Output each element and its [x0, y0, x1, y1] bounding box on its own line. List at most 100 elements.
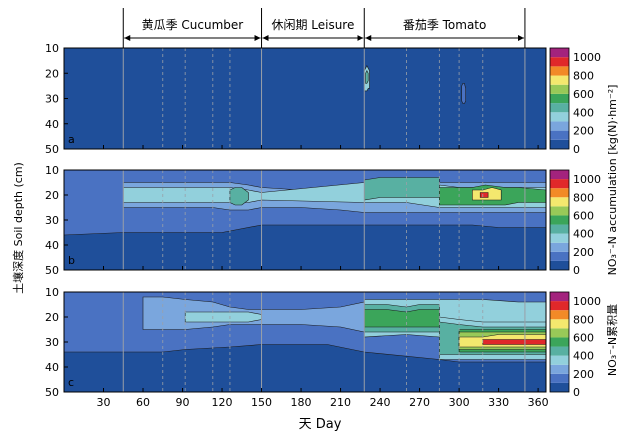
- colorbar-swatch: [550, 224, 569, 234]
- contour-band: [229, 187, 249, 206]
- colorbar-swatch: [550, 355, 569, 365]
- colorbar-swatch: [550, 57, 569, 67]
- colorbar-tick-label: 1000: [573, 173, 601, 186]
- y-tick-label: 50: [45, 143, 59, 156]
- colorbar-swatch: [550, 382, 569, 392]
- colorbar-swatch: [550, 112, 569, 122]
- colorbar-swatch: [550, 251, 569, 261]
- colorbar-swatch: [550, 328, 569, 338]
- colorbar-tick-label: 800: [573, 70, 594, 83]
- colorbar-swatch: [550, 260, 569, 270]
- colorbars: 0 200 400 600 800 1000 0 200 400 600 800 1000 0 200 40…: [549, 47, 601, 399]
- colorbar-tick-label: 600: [573, 331, 594, 344]
- colorbar-tick-label: 200: [573, 246, 594, 259]
- colorbar-swatch: [550, 170, 569, 180]
- contour-band: [364, 309, 440, 328]
- colorbar-tick-label: 400: [573, 350, 594, 363]
- colorbar-a: 0 200 400 600 800 1000: [549, 47, 601, 156]
- colorbar-frame: [549, 47, 570, 150]
- y-tick-label: 40: [45, 118, 59, 131]
- x-tick-label: 30: [97, 396, 111, 409]
- colorbar-swatch: [550, 48, 569, 58]
- colorbar-swatch: [550, 292, 569, 302]
- y-tick-label: 50: [45, 386, 59, 399]
- colorbar-swatch: [550, 66, 569, 76]
- x-tick-label: 60: [136, 396, 150, 409]
- contour-band: [365, 70, 369, 84]
- x-tick-label: 240: [370, 396, 391, 409]
- season-label: 休闲期 Leisure: [271, 18, 354, 32]
- contour-band: [461, 83, 466, 104]
- colorbar-swatch: [550, 130, 569, 140]
- colorbar-swatch: [550, 84, 569, 94]
- season-bars: 黄瓜季 Cucumber 休闲期 Leisure 番茄季 Tomato: [122, 8, 526, 48]
- colorbar-tick-label: 1000: [573, 51, 601, 64]
- colorbar-swatch: [550, 179, 569, 189]
- y-tick-label: 30: [45, 93, 59, 106]
- colorbar-swatch: [550, 373, 569, 383]
- colorbar-swatch: [550, 121, 569, 131]
- colorbar-swatch: [550, 139, 569, 149]
- colorbar-swatch: [550, 364, 569, 374]
- colorbar-tick-label: 200: [573, 368, 594, 381]
- y-tick-label: 30: [45, 214, 59, 227]
- y-tick-label: 30: [45, 336, 59, 349]
- panel-c: c 10 20 30 40 50: [45, 286, 547, 399]
- colorbar-title-cn: NO₃⁻-N累积量: [606, 304, 619, 376]
- colorbar-b: 0 200 400 600 800 1000: [549, 169, 601, 277]
- x-tick-label: 150: [251, 396, 272, 409]
- x-tick-label: 210: [330, 396, 351, 409]
- x-axis-label: 天 Day: [299, 417, 342, 432]
- panel-a: a 10 20 30 40 50: [45, 42, 547, 156]
- y-tick-label: 10: [45, 286, 59, 299]
- colorbar-frame: [549, 291, 570, 393]
- colorbar-swatch: [550, 197, 569, 207]
- x-tick-label: 330: [488, 396, 509, 409]
- colorbar-swatch: [550, 93, 569, 104]
- contour-band: [364, 177, 440, 201]
- colorbar-swatch: [550, 346, 569, 356]
- colorbar-swatch: [550, 242, 569, 252]
- colorbar-swatch: [550, 310, 569, 320]
- colorbar-swatch: [550, 206, 569, 216]
- contour-regions: [64, 292, 546, 363]
- y-tick-label: 10: [45, 164, 59, 177]
- panel-label: c: [68, 376, 74, 389]
- panel-background: [64, 48, 546, 149]
- x-tick-label: 90: [176, 396, 190, 409]
- colorbar-tick-label: 800: [573, 191, 594, 204]
- colorbar-c: 0 200 400 600 800 1000: [549, 291, 601, 399]
- contour-regions: [364, 65, 466, 104]
- season-label: 黄瓜季 Cucumber: [142, 18, 244, 32]
- colorbar-tick-label: 600: [573, 88, 594, 101]
- panel-label: b: [68, 254, 75, 267]
- x-tick-label: 270: [409, 396, 430, 409]
- contour-band: [479, 192, 489, 198]
- x-tick-label: 360: [528, 396, 549, 409]
- colorbar-swatch: [550, 188, 569, 198]
- colorbar-tick-label: 800: [573, 313, 594, 326]
- x-tick-label: 300: [449, 396, 470, 409]
- x-tick-label: 180: [291, 396, 312, 409]
- colorbar-tick-label: 0: [573, 386, 580, 399]
- y-tick-label: 40: [45, 361, 59, 374]
- colorbar-swatch: [550, 75, 569, 85]
- colorbar-swatch: [550, 103, 569, 113]
- contour-regions: [64, 170, 546, 236]
- colorbar-tick-label: 1000: [573, 295, 601, 308]
- colorbar-tick-label: 200: [573, 125, 594, 138]
- colorbar-swatch: [550, 319, 569, 329]
- panel-b: b 10 20 30 40 50: [45, 164, 547, 277]
- colorbar-tick-label: 400: [573, 228, 594, 241]
- y-tick-label: 10: [45, 42, 59, 55]
- contour-band: [184, 311, 262, 323]
- colorbar-frame: [549, 169, 570, 271]
- colorbar-tick-label: 600: [573, 209, 594, 222]
- y-axis-label: 土壤深度 Soil depth (cm): [11, 162, 25, 294]
- colorbar-tick-label: 0: [573, 264, 580, 277]
- y-tick-label: 20: [45, 189, 59, 202]
- y-tick-label: 50: [45, 264, 59, 277]
- y-tick-label: 20: [45, 67, 59, 80]
- y-tick-label: 40: [45, 239, 59, 252]
